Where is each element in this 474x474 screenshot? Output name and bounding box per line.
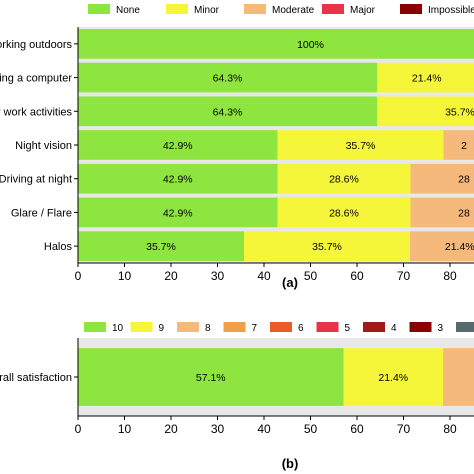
legend-label-7: 7 (252, 323, 258, 334)
category-label: Driving at night (0, 174, 72, 186)
legend-swatch-10 (84, 322, 106, 332)
bar-minor-4 (277, 163, 411, 194)
panel-b: 10 9 8 7 6 5 4 3 57.1% 21.4% rall satisfaction 0 10 2… (0, 322, 474, 471)
legend-label-Minor: Minor (194, 5, 220, 16)
data-label: 21.4% (412, 73, 442, 85)
bar-none-1 (78, 62, 377, 93)
legend-label-5: 5 (345, 323, 351, 334)
panel-label: (a) (282, 275, 298, 290)
legend-label-8: 8 (205, 323, 211, 334)
category-label: rall satisfaction (0, 372, 72, 384)
legend-swatch-8 (177, 322, 199, 332)
x-tick-label: 60 (350, 269, 364, 283)
bar-none-4 (78, 163, 278, 194)
bar-minor-3 (277, 130, 444, 160)
x-tick-label: 80 (443, 422, 457, 436)
category-label: ar work activities (0, 106, 73, 118)
bar-minor-5 (277, 197, 411, 228)
x-tick-label: 70 (397, 269, 411, 283)
legend-swatch-None (88, 4, 110, 14)
legend-label-10: 10 (112, 323, 124, 334)
category-label: working outdoors (0, 39, 72, 51)
legend-swatch-7 (223, 322, 246, 332)
x-tick-label: 20 (164, 422, 178, 436)
x-tick-label: 80 (443, 269, 457, 283)
x-tick-label: 40 (257, 422, 271, 436)
data-label: 35.7% (146, 241, 176, 253)
x-tick-label: 50 (304, 269, 318, 283)
legend-swatch-6 (270, 322, 292, 332)
data-label: 42.9% (163, 174, 193, 186)
legend-label-Major: Major (350, 5, 376, 16)
legend-swatch-Impossible (400, 4, 422, 14)
legend-label-4: 4 (391, 323, 397, 334)
legend-label-3: 3 (438, 323, 444, 334)
data-label: 28.6% (329, 174, 359, 186)
legend-swatch-9 (130, 322, 153, 332)
data-label: 28 (458, 174, 470, 186)
x-tick-label: 20 (164, 269, 178, 283)
legend-swatch-3 (409, 322, 432, 332)
legend-label-Moderate: Moderate (272, 5, 315, 16)
x-tick-label: 10 (118, 269, 132, 283)
data-label: 28.6% (329, 207, 359, 219)
bar-none-5 (78, 197, 278, 228)
panel-label: (b) (282, 456, 299, 471)
legend-label-None: None (116, 5, 140, 16)
legend-swatch-Moderate (244, 4, 266, 14)
bar-none-3 (78, 130, 278, 160)
bar-minor-6 (244, 231, 411, 261)
bar-none-2 (78, 96, 377, 127)
x-tick-label: 30 (211, 269, 225, 283)
x-tick-label: 40 (257, 269, 271, 283)
data-label: 100% (297, 39, 324, 51)
category-label: Halos (44, 241, 73, 253)
bar-10-0 (78, 348, 344, 406)
bar-9-0 (343, 348, 444, 406)
bar-moderate-6 (410, 231, 474, 261)
legend-swatch-other (456, 322, 474, 332)
legend-swatch-5 (316, 322, 339, 332)
x-tick-label: 0 (75, 422, 82, 436)
category-label: Glare / Flare (11, 207, 72, 219)
legend-swatch-Major (322, 4, 344, 14)
legend-swatch-Minor (166, 4, 188, 14)
x-tick-label: 10 (118, 422, 132, 436)
bar-8-0 (443, 348, 474, 406)
legend-label-6: 6 (298, 323, 304, 334)
bar-minor-2 (376, 96, 474, 127)
bar-moderate-4 (410, 163, 474, 194)
data-label: 35.7% (346, 140, 376, 152)
data-label: 21.4% (378, 372, 408, 384)
data-label: 28 (458, 207, 470, 219)
data-label: 35.7% (445, 106, 474, 118)
legend-swatch-4 (363, 322, 385, 332)
x-tick-label: 30 (211, 422, 225, 436)
x-tick-label: 50 (304, 422, 318, 436)
x-tick-label: 70 (397, 422, 411, 436)
bar-none-6 (78, 231, 245, 261)
legend-label-Impossible: Impossible (428, 5, 474, 16)
legend-label-9: 9 (159, 323, 165, 334)
x-tick-label: 0 (75, 269, 82, 283)
data-label: 64.3% (213, 73, 243, 85)
x-tick-label: 60 (350, 422, 364, 436)
panel-a: None Minor Moderate Major Impossible 100% work… (0, 4, 474, 290)
bar-moderate-3 (443, 130, 474, 160)
data-label: 35.7% (312, 241, 342, 253)
bar-minor-1 (376, 62, 474, 93)
bar-none-0 (78, 29, 474, 59)
data-label: 42.9% (163, 140, 193, 152)
data-label: 21.4% (445, 241, 474, 253)
data-label: 64.3% (213, 106, 243, 118)
category-label: Using a computer (0, 73, 72, 85)
category-label: Night vision (15, 140, 72, 152)
data-label: 57.1% (196, 372, 226, 384)
data-label: 2 (461, 140, 467, 152)
bar-moderate-5 (410, 197, 474, 228)
data-label: 42.9% (163, 207, 193, 219)
